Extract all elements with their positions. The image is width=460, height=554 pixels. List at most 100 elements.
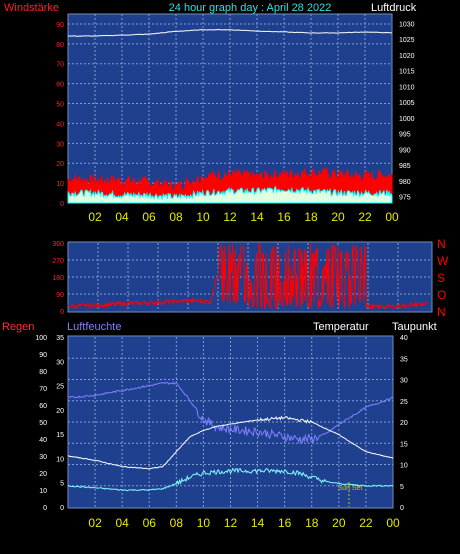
- wind-tick-label: 30: [56, 141, 64, 148]
- x-tick-label: 06: [142, 210, 156, 224]
- pressure-tick-label: 995: [399, 132, 411, 139]
- x-tick-label: 02: [88, 210, 102, 224]
- rain-tick-label: 30: [39, 454, 47, 461]
- pressure-tick-label: 1025: [399, 37, 415, 44]
- wind-tick-label: 70: [56, 62, 64, 69]
- x-tick-label: 12: [224, 516, 238, 530]
- humidity-tick-label: 25: [56, 384, 64, 391]
- temperature-humidity-panel: Sun Set 05101520253035400102030405060708…: [35, 335, 408, 530]
- temperature-humidity-marks: Sun Set: [67, 381, 394, 507]
- rain-tick-label: 50: [39, 420, 47, 427]
- x-tick-label: 16: [277, 210, 291, 224]
- wind-average-series: [67, 185, 393, 204]
- wind-pressure-panel: 0102030405060708090975980985990995100010…: [56, 13, 415, 224]
- compass-label: N: [437, 237, 446, 251]
- x-tick-label: 10: [197, 516, 211, 530]
- direction-tick-label: 180: [52, 275, 64, 282]
- pressure-tick-label: 1005: [399, 100, 415, 107]
- wind-pressure-marks: [67, 28, 393, 204]
- humidity-tick-label: 30: [56, 359, 64, 366]
- x-tick-label: 06: [143, 516, 157, 530]
- pressure-tick-label: 1030: [399, 21, 415, 28]
- temperature-tick-label: 35: [400, 356, 408, 363]
- rain-tick-label: 10: [39, 488, 47, 495]
- pressure-series: [68, 28, 393, 37]
- humidity-axis-label: Luftfeuchte: [67, 321, 121, 333]
- sunset-label: Sun Set: [338, 485, 363, 492]
- rain-tick-label: 40: [39, 437, 47, 444]
- x-tick-label: 18: [305, 516, 319, 530]
- x-tick-label: 10: [196, 210, 210, 224]
- humidity-tick-label: 5: [60, 481, 64, 488]
- rain-tick-label: 0: [43, 505, 47, 512]
- direction-tick-label: 270: [52, 258, 64, 265]
- x-tick-label: 02: [88, 516, 102, 530]
- x-tick-label: 08: [170, 516, 184, 530]
- dewpoint-series: [67, 467, 394, 492]
- direction-tick-label: 90: [56, 292, 64, 299]
- rain-tick-label: 70: [39, 386, 47, 393]
- temperature-tick-label: 25: [400, 399, 408, 406]
- rain-tick-label: 80: [39, 369, 47, 376]
- humidity-tick-label: 10: [56, 456, 64, 463]
- humidity-tick-label: 35: [56, 335, 64, 342]
- pressure-tick-label: 975: [399, 195, 411, 202]
- rain-tick-label: 20: [39, 471, 47, 478]
- chart-title: 24 hour graph day : April 28 2022: [169, 2, 332, 14]
- pressure-tick-label: 1010: [399, 84, 415, 91]
- compass-label: W: [437, 254, 449, 268]
- rain-tick-label: 90: [39, 352, 47, 359]
- wind-tick-label: 80: [56, 42, 64, 49]
- x-tick-label: 12: [223, 210, 237, 224]
- rain-tick-label: 100: [35, 335, 47, 342]
- x-tick-label: 14: [251, 516, 265, 530]
- rain-tick-label: 60: [39, 403, 47, 410]
- wind-tick-label: 20: [56, 161, 64, 168]
- dewpoint-label: Taupunkt: [392, 321, 437, 333]
- temperature-tick-label: 0: [400, 505, 404, 512]
- humidity-tick-label: 0: [60, 505, 64, 512]
- x-tick-label: 20: [331, 210, 345, 224]
- x-tick-label: 16: [278, 516, 292, 530]
- temperature-tick-label: 10: [400, 463, 408, 470]
- wind-axis-label: Windstärke: [4, 2, 59, 14]
- temperature-humidity-ticks: 0510152025303540010203040506070809010005…: [35, 335, 408, 530]
- pressure-tick-label: 985: [399, 163, 411, 170]
- x-tick-label: 08: [169, 210, 183, 224]
- wind-direction-marks: [67, 242, 429, 311]
- humidity-tick-label: 15: [56, 432, 64, 439]
- x-tick-label: 04: [115, 516, 129, 530]
- temperature-tick-label: 5: [400, 484, 404, 491]
- x-tick-label: 00: [386, 516, 400, 530]
- wind-tick-label: 90: [56, 22, 64, 29]
- x-tick-label: 00: [385, 210, 399, 224]
- wind-direction-series: [67, 242, 429, 311]
- pressure-tick-label: 1015: [399, 69, 415, 76]
- x-tick-label: 20: [332, 516, 346, 530]
- temperature-tick-label: 15: [400, 441, 408, 448]
- x-tick-label: 22: [359, 516, 373, 530]
- compass-label: S: [437, 271, 445, 285]
- x-tick-label: 18: [304, 210, 318, 224]
- temperature-label: Temperatur: [313, 321, 369, 333]
- x-tick-label: 22: [358, 210, 372, 224]
- compass-label: O: [437, 288, 446, 302]
- wind-pressure-ticks: 0102030405060708090975980985990995100010…: [56, 21, 414, 224]
- temperature-tick-label: 40: [400, 335, 408, 342]
- wind-tick-label: 10: [56, 181, 64, 188]
- pressure-tick-label: 980: [399, 179, 411, 186]
- pressure-tick-label: 990: [399, 147, 411, 154]
- pressure-tick-label: 1020: [399, 53, 415, 60]
- direction-tick-label: 0: [60, 309, 64, 316]
- temperature-humidity-grid: [68, 337, 393, 507]
- wind-tick-label: 0: [60, 201, 64, 208]
- wind-tick-label: 40: [56, 121, 64, 128]
- wind-tick-label: 50: [56, 102, 64, 109]
- pressure-tick-label: 1000: [399, 116, 415, 123]
- pressure-axis-label: Luftdruck: [371, 2, 417, 14]
- wind-tick-label: 60: [56, 82, 64, 89]
- humidity-tick-label: 20: [56, 408, 64, 415]
